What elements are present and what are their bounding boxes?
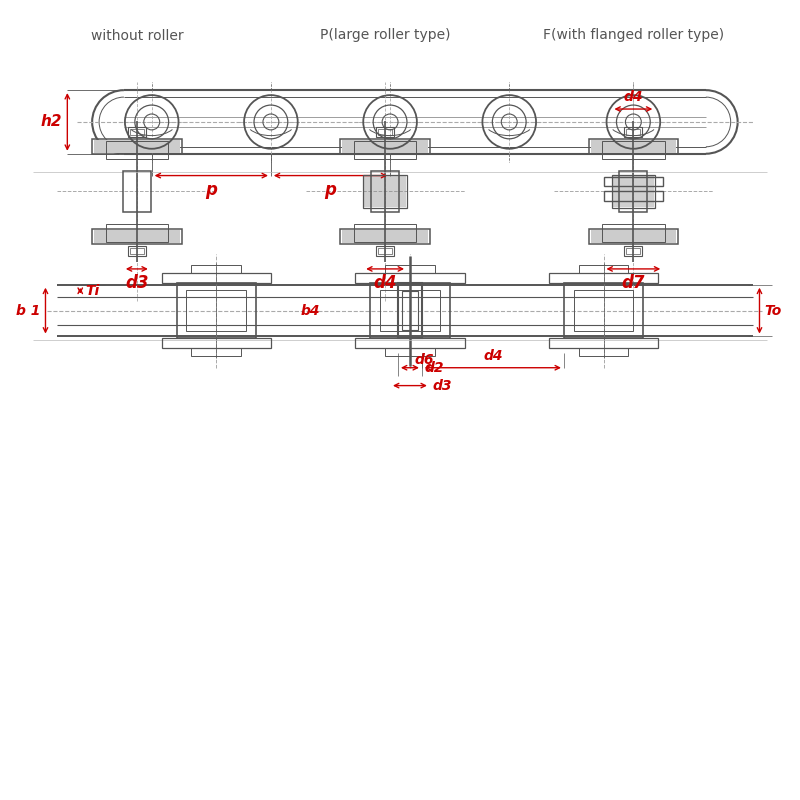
Bar [186, 290, 246, 331]
Bar [603, 177, 663, 186]
Bar [602, 141, 665, 158]
Bar [578, 266, 629, 274]
Text: d4: d4 [483, 349, 502, 362]
Bar [354, 224, 416, 242]
Bar [578, 348, 629, 356]
Text: d6: d6 [415, 353, 434, 367]
Text: h2: h2 [41, 114, 62, 130]
Bar [376, 246, 394, 256]
Bar [106, 141, 168, 158]
Bar [626, 129, 640, 135]
Bar [341, 229, 430, 244]
Bar [162, 274, 271, 283]
Bar [549, 274, 658, 283]
Bar [626, 248, 640, 254]
Bar [128, 127, 146, 137]
Bar [611, 174, 655, 208]
Bar [549, 338, 658, 348]
Bar [177, 283, 256, 338]
Text: To: To [765, 304, 782, 318]
Bar [92, 139, 182, 154]
Bar [130, 248, 144, 254]
Bar [354, 141, 416, 158]
Bar [619, 170, 647, 212]
Bar [402, 290, 418, 330]
Text: b 1: b 1 [16, 304, 41, 318]
Text: d2: d2 [425, 361, 444, 374]
Text: without roller: without roller [90, 29, 183, 42]
Bar [380, 290, 440, 331]
Bar [191, 348, 241, 356]
Bar [378, 129, 392, 135]
Bar [92, 229, 182, 244]
Bar [603, 191, 663, 202]
Bar [94, 230, 179, 243]
Bar [130, 129, 144, 135]
Bar [123, 170, 150, 212]
Bar [385, 348, 434, 356]
Text: d7: d7 [622, 274, 645, 292]
Bar [355, 338, 465, 348]
Bar [590, 230, 676, 243]
Bar [625, 246, 642, 256]
Bar [590, 140, 676, 153]
Bar [371, 170, 399, 212]
Bar [341, 139, 430, 154]
Bar [191, 266, 241, 274]
Text: b4: b4 [301, 304, 320, 318]
Bar [378, 248, 392, 254]
Text: p: p [325, 181, 337, 198]
Bar [370, 283, 450, 338]
Bar [342, 230, 428, 243]
Text: P(large roller type): P(large roller type) [320, 29, 450, 42]
Bar [398, 283, 422, 338]
Bar [564, 283, 643, 338]
Bar [376, 127, 394, 137]
Bar [363, 174, 407, 208]
Text: d3: d3 [125, 274, 149, 292]
Bar [574, 290, 634, 331]
Bar [342, 140, 428, 153]
Text: d3: d3 [433, 378, 452, 393]
Bar [128, 246, 146, 256]
Bar [602, 224, 665, 242]
Text: Ti: Ti [86, 284, 99, 298]
Bar [385, 266, 434, 274]
Bar [106, 224, 168, 242]
Bar [94, 140, 179, 153]
Text: d4: d4 [624, 90, 643, 104]
Bar [364, 175, 406, 207]
Text: p: p [206, 181, 218, 198]
Text: F(with flanged roller type): F(with flanged roller type) [543, 29, 724, 42]
Bar [355, 274, 465, 283]
Bar [613, 175, 654, 207]
Bar [162, 338, 271, 348]
Bar [589, 229, 678, 244]
Text: d4: d4 [374, 274, 397, 292]
Bar [589, 139, 678, 154]
Bar [625, 127, 642, 137]
